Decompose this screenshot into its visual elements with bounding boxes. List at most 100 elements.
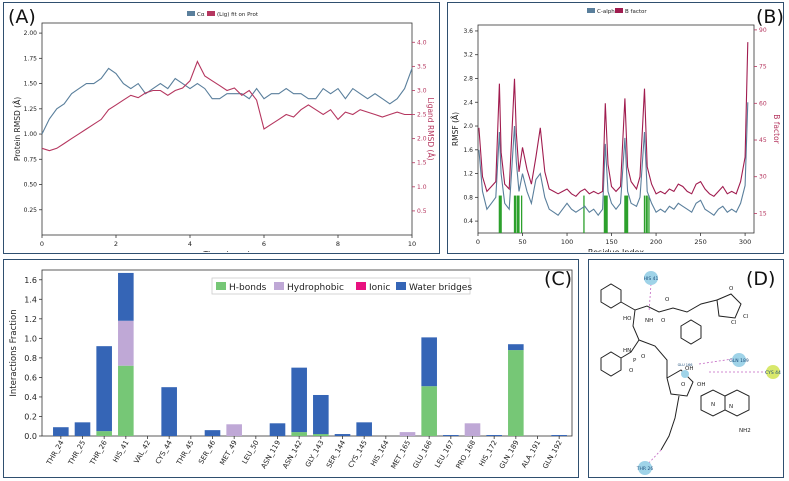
interactions-chart: 0.0 0.2 0.4 0.6 0.8 1.0 1.2 1.4 1.6 Interactions … bbox=[9, 269, 573, 470]
atom-label: HO bbox=[623, 316, 632, 322]
y-left-axis-label: Protein RMSD (Å) bbox=[13, 97, 22, 161]
bar-hydrophobic bbox=[399, 432, 416, 436]
atom-label: OH bbox=[685, 366, 693, 372]
legend-label-4: Water bridges bbox=[409, 283, 472, 293]
y-left-tick-label: 0.50 bbox=[24, 182, 38, 189]
y-left-tick-label: 1.00 bbox=[24, 131, 38, 138]
series-line-1 bbox=[41, 67, 413, 135]
x-tick-label: ASN_119 bbox=[260, 439, 283, 470]
y-left-tick-label: 0.25 bbox=[24, 207, 38, 214]
x-tick-label: 6 bbox=[262, 240, 266, 248]
bar-water-bridges bbox=[313, 394, 329, 435]
y-right-tick-label: 1.5 bbox=[417, 160, 427, 167]
residue-bubble-cys44 bbox=[766, 365, 780, 379]
y-tick-label: 0.0 bbox=[24, 432, 37, 441]
atom-label: Cl bbox=[743, 314, 749, 320]
bar-hydrophobic bbox=[226, 424, 242, 436]
legend-swatch-4 bbox=[396, 282, 406, 290]
x-tick-label: GLY_143 bbox=[304, 439, 326, 469]
panel-label-b: (B) bbox=[756, 6, 784, 28]
bar-water-bridges bbox=[508, 344, 524, 351]
backbone-bonds-3 bbox=[638, 339, 668, 378]
x-tick-label: 8 bbox=[336, 240, 340, 248]
x-tick-label: MET_49 bbox=[218, 439, 239, 467]
y-right-tick-label: 75 bbox=[759, 64, 767, 71]
bar-h-bonds bbox=[96, 431, 112, 436]
atom-label: O bbox=[661, 318, 666, 324]
x-tick-label: LEU_167 bbox=[433, 439, 455, 469]
residue-bubble-gln189 bbox=[732, 353, 746, 367]
benzene-ring-mid bbox=[680, 319, 702, 345]
bar-water-bridges bbox=[74, 422, 91, 436]
bar-water-bridges bbox=[53, 427, 69, 436]
atom-label: O bbox=[629, 368, 634, 374]
x-tick-label: 50 bbox=[518, 238, 526, 246]
y-left-tick-label: 0.4 bbox=[463, 218, 473, 225]
x-tick-label: GLN_192 bbox=[541, 439, 564, 470]
y-left-tick-label: 2.4 bbox=[463, 99, 473, 106]
atom-label: O bbox=[665, 297, 670, 303]
atom-label: HN bbox=[623, 348, 631, 354]
legend-label-2: Hydrophobic bbox=[287, 283, 344, 293]
y-left-axis-label: RMSF (Å) bbox=[451, 112, 460, 146]
bar-h-bonds bbox=[421, 386, 437, 436]
y-left-tick-label: 2.8 bbox=[463, 75, 473, 82]
x-tick-label: 2 bbox=[114, 240, 118, 248]
y-right-tick-label: 90 bbox=[759, 27, 767, 34]
atom-label: P bbox=[633, 358, 637, 364]
cyclopentane-ring bbox=[716, 293, 742, 319]
y-left-tick-label: 1.6 bbox=[463, 147, 473, 154]
bar-water-bridges bbox=[161, 387, 177, 436]
panel-a: (A) 0 2 4 6 8 10 0.25 0.50 0.75 1.00 1.25 1.50 1.75 2… bbox=[3, 2, 440, 259]
x-tick-label: SER_144 bbox=[325, 439, 347, 470]
legend-swatch-2 bbox=[274, 282, 284, 290]
y-right-tick-label: 0.5 bbox=[417, 208, 427, 215]
y-right-tick-label: 2.5 bbox=[417, 112, 427, 119]
y-tick-label: 0.8 bbox=[24, 354, 37, 363]
x-tick-label: CYS_44 bbox=[154, 439, 174, 466]
y-right-axis-label: Ligand RMSD (Å) bbox=[426, 97, 435, 160]
rmsd-chart: 0 2 4 6 8 10 0.25 0.50 0.75 1.00 1.25 1.50 1.75 2.00 0… bbox=[13, 11, 435, 259]
y-tick-label: 1.6 bbox=[24, 276, 37, 285]
x-tick-label: LEU_50 bbox=[241, 439, 261, 465]
atom-label: OH bbox=[697, 382, 705, 388]
plot-area bbox=[477, 24, 755, 234]
residue-label: HIS 41 bbox=[644, 276, 659, 282]
legend-swatch-1 bbox=[587, 8, 595, 13]
x-tick-label: 0 bbox=[40, 240, 44, 248]
y-left-tick-label: 1.75 bbox=[24, 55, 38, 62]
x-axis-label: Residue Index bbox=[588, 248, 644, 252]
atom-label: N bbox=[729, 404, 733, 410]
x-tick-label: GLU_166 bbox=[411, 439, 434, 470]
atom-label: O bbox=[729, 286, 734, 292]
legend-label-2: (Lig) fit on Prot bbox=[217, 12, 259, 18]
x-tick-label: 200 bbox=[650, 238, 662, 246]
legend-label-1: Cα bbox=[197, 12, 205, 18]
bar-water-bridges bbox=[269, 423, 286, 436]
bar-water-bridges bbox=[96, 346, 112, 432]
bar-water-bridges bbox=[551, 435, 567, 436]
x-tick-label: MET_165 bbox=[389, 439, 412, 470]
atom-label: O bbox=[641, 354, 646, 360]
legend-label-3: Ionic bbox=[369, 283, 390, 293]
residue-label: GLU 166 bbox=[678, 363, 693, 367]
legend-swatch-2 bbox=[615, 8, 623, 13]
panel-d: (D) HO O NH O HN P O O O OH OH N bbox=[588, 259, 784, 478]
atom-label: O bbox=[681, 382, 686, 388]
x-tick-label: 0 bbox=[476, 238, 480, 246]
x-tick-label: THR_26 bbox=[88, 439, 109, 468]
bar-water-bridges bbox=[118, 272, 134, 321]
legend-label-1: C-alpha bbox=[597, 9, 618, 15]
bar-water-bridges bbox=[421, 337, 437, 387]
residue-label: GLN 189 bbox=[729, 358, 749, 364]
y-axis-label: Interactions Fraction bbox=[9, 309, 19, 396]
residue-label: THR 26 bbox=[636, 466, 654, 472]
backbone-bonds bbox=[620, 299, 718, 313]
x-tick-label: 250 bbox=[694, 238, 706, 246]
interaction-line bbox=[648, 283, 652, 313]
y-right-tick-label: 15 bbox=[759, 210, 767, 217]
y-tick-label: 1.2 bbox=[24, 315, 37, 324]
bar-water-bridges bbox=[356, 422, 372, 436]
bar-water-bridges bbox=[334, 434, 351, 436]
y-right-tick-label: 1.0 bbox=[417, 184, 427, 191]
